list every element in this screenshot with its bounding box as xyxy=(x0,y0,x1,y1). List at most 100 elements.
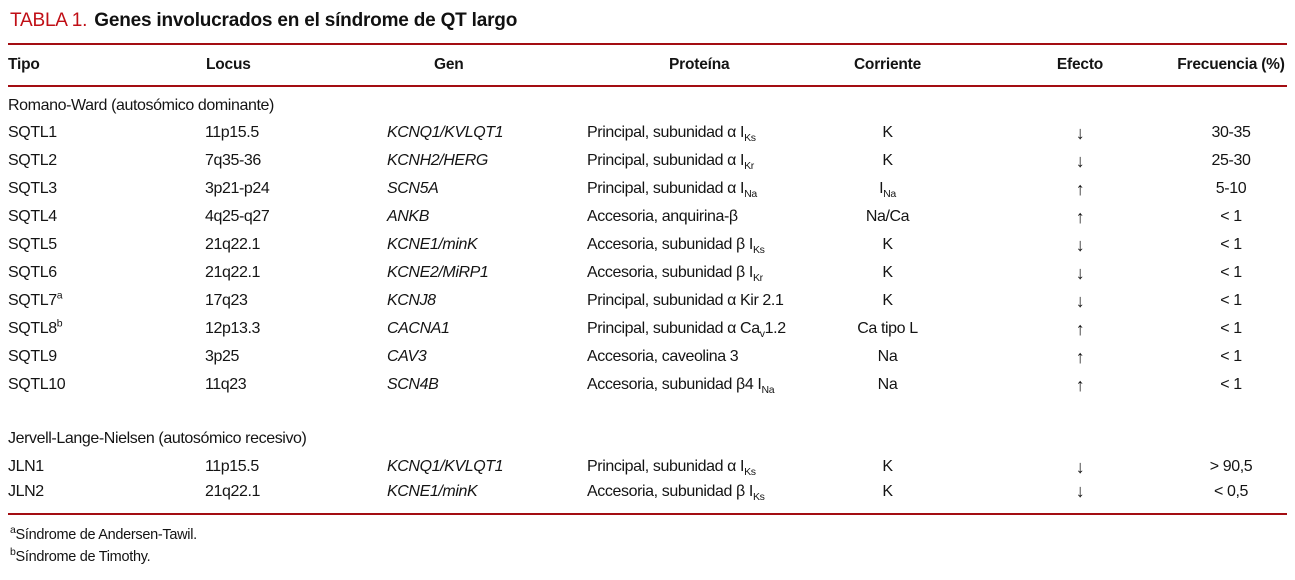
cell-locus: 11q23 xyxy=(205,376,247,393)
cell-tipo: SQTL9 xyxy=(8,348,57,365)
cell-gen: KCNH2/HERG xyxy=(387,152,488,169)
cell-locus: 4q25-q27 xyxy=(205,208,270,225)
cell-gen: KCNE1/minK xyxy=(387,482,478,500)
cell-frecuencia: 5-10 xyxy=(1215,180,1247,197)
cell-locus: 11p15.5 xyxy=(205,124,259,141)
cell-proteina: Accesoria, subunidad β IKs xyxy=(587,482,765,503)
cell-frecuencia: < 1 xyxy=(1220,292,1242,309)
table-row: SQTL8b 12p13.3 CACNA1 Principal, subunidad … xyxy=(8,315,1287,343)
cell-gen: CAV3 xyxy=(387,348,427,365)
column-header-gen: Gen xyxy=(434,56,464,73)
cell-tipo: SQTL4 xyxy=(8,208,57,225)
cell-tipo: JLN2 xyxy=(8,482,44,500)
cell-proteina: Accesoria, subunidad β4 INa xyxy=(587,376,775,397)
spacer-cell xyxy=(8,399,1287,420)
cell-corriente: K xyxy=(882,458,893,475)
cell-efecto: ↓ xyxy=(1075,234,1085,255)
cell-efecto: ↓ xyxy=(1075,262,1085,283)
section-header-label: Romano-Ward (autosómico dominante) xyxy=(8,96,274,114)
cell-gen: KCNE1/minK xyxy=(387,236,478,253)
column-header-frecuencia: Frecuencia (%) xyxy=(1177,56,1285,73)
cell-frecuencia: 30-35 xyxy=(1211,124,1251,141)
cell-corriente: Na xyxy=(877,348,898,365)
cell-tipo: SQTL10 xyxy=(8,376,66,393)
cell-efecto: ↓ xyxy=(1075,150,1085,171)
table-row: SQTL3 3p21-p24 SCN5A Principal, subunidad α… xyxy=(8,175,1287,203)
cell-efecto: ↓ xyxy=(1075,456,1085,477)
footnote: aSíndrome de Andersen-Tawil. xyxy=(10,524,197,543)
cell-tipo: JLN1 xyxy=(8,458,44,475)
column-header-efecto: Efecto xyxy=(1056,56,1104,73)
table-title-text: Genes involucrados en el síndrome de QT … xyxy=(94,10,518,31)
table-row: SQTL1 11p15.5 KCNQ1/KVLQT1 Principal, subun… xyxy=(8,119,1287,147)
cell-locus: 3p25 xyxy=(205,348,239,365)
cell-efecto: ↑ xyxy=(1075,374,1085,395)
column-header-proteina: Proteína xyxy=(669,56,730,73)
cell-locus: 21q22.1 xyxy=(205,264,261,281)
cell-proteina: Principal, subunidad α IKs xyxy=(587,458,756,479)
cell-gen: SCN5A xyxy=(387,180,439,197)
table-row: SQTL7a 17q23 KCNJ8 Principal, subunidad α K… xyxy=(8,287,1287,315)
column-header-locus: Locus xyxy=(206,56,251,73)
cell-frecuencia: < 1 xyxy=(1220,320,1242,337)
cell-proteina: Principal, subunidad α IKs xyxy=(587,124,756,145)
cell-corriente: K xyxy=(882,152,893,169)
cell-frecuencia: < 1 xyxy=(1220,208,1242,225)
column-header-tipo: Tipo xyxy=(8,56,40,73)
cell-gen: SCN4B xyxy=(387,376,439,393)
table-row: SQTL10 11q23 SCN4B Accesoria, subunidad β4 … xyxy=(8,371,1287,399)
cell-proteina: Accesoria, anquirina-β xyxy=(587,208,738,225)
cell-gen: KCNQ1/KVLQT1 xyxy=(387,458,504,475)
cell-proteina: Principal, subunidad α IKr xyxy=(587,152,754,173)
cell-proteina: Principal, subunidad α INa xyxy=(587,180,757,201)
cell-corriente: Na/Ca xyxy=(865,208,910,225)
cell-corriente: K xyxy=(882,264,893,281)
cell-proteina: Principal, subunidad α Kir 2.1 xyxy=(587,292,784,309)
cell-frecuencia: < 1 xyxy=(1220,264,1242,281)
cell-proteina: Principal, subunidad α Cav1.2 xyxy=(587,320,786,341)
footnote: bSíndrome de Timothy. xyxy=(10,546,151,565)
cell-frecuencia: < 0,5 xyxy=(1213,482,1249,500)
cell-tipo: SQTL2 xyxy=(8,152,57,169)
cell-corriente: K xyxy=(882,236,893,253)
cell-corriente: INa xyxy=(879,180,896,201)
cell-frecuencia: > 90,5 xyxy=(1209,458,1253,475)
cell-tipo: SQTL7a xyxy=(8,289,63,309)
section-header-row: Romano-Ward (autosómico dominante) xyxy=(8,86,1287,119)
genes-table: Tipo Locus Gen Proteína Corriente Efecto… xyxy=(8,43,1287,515)
cell-frecuencia: 25-30 xyxy=(1211,152,1251,169)
cell-proteina: Accesoria, subunidad β IKr xyxy=(587,264,763,285)
table-row: JLN2 21q22.1 KCNE1/minK Accesoria, subunida… xyxy=(8,481,1287,514)
cell-locus: 21q22.1 xyxy=(205,482,261,500)
section-header-label: Jervell-Lange-Nielsen (autosómico recesi… xyxy=(8,430,307,447)
cell-proteina: Accesoria, subunidad β IKs xyxy=(587,236,765,257)
cell-efecto: ↑ xyxy=(1075,318,1085,339)
cell-locus: 12p13.3 xyxy=(205,320,261,337)
cell-corriente: Ca tipo L xyxy=(857,320,918,337)
table-title: TABLA 1. Genes involucrados en el síndrom… xyxy=(8,6,1287,43)
cell-corriente: K xyxy=(882,292,893,309)
table-row: SQTL5 21q22.1 KCNE1/minK Accesoria, subunid… xyxy=(8,231,1287,259)
cell-gen: KCNE2/MiRP1 xyxy=(387,264,489,281)
cell-frecuencia: < 1 xyxy=(1220,348,1242,365)
cell-frecuencia: < 1 xyxy=(1220,376,1242,393)
cell-efecto: ↑ xyxy=(1075,178,1085,199)
cell-locus: 11p15.5 xyxy=(205,458,259,475)
table-number-label: TABLA 1. xyxy=(10,10,88,31)
cell-efecto: ↓ xyxy=(1075,290,1085,311)
cell-locus: 7q35-36 xyxy=(205,152,261,169)
table-row: JLN1 11p15.5 KCNQ1/KVLQT1 Principal, subuni… xyxy=(8,453,1287,481)
cell-tipo: SQTL3 xyxy=(8,180,57,197)
table-header: Tipo Locus Gen Proteína Corriente Efecto… xyxy=(8,44,1287,86)
section-spacer-row xyxy=(8,399,1287,420)
section-header-row: Jervell-Lange-Nielsen (autosómico recesi… xyxy=(8,420,1287,453)
cell-tipo: SQTL5 xyxy=(8,236,57,253)
table-row: SQTL2 7q35-36 KCNH2/HERG Principal, subunid… xyxy=(8,147,1287,175)
cell-tipo: SQTL6 xyxy=(8,264,57,281)
cell-corriente: K xyxy=(882,482,893,500)
cell-efecto: ↓ xyxy=(1075,122,1085,143)
footnotes: aSíndrome de Andersen-Tawil. bSíndrome de… xyxy=(8,515,1287,568)
table-body: Romano-Ward (autosómico dominante) SQTL1 1… xyxy=(8,86,1287,514)
cell-gen: KCNJ8 xyxy=(387,292,436,309)
cell-gen: KCNQ1/KVLQT1 xyxy=(387,124,504,141)
